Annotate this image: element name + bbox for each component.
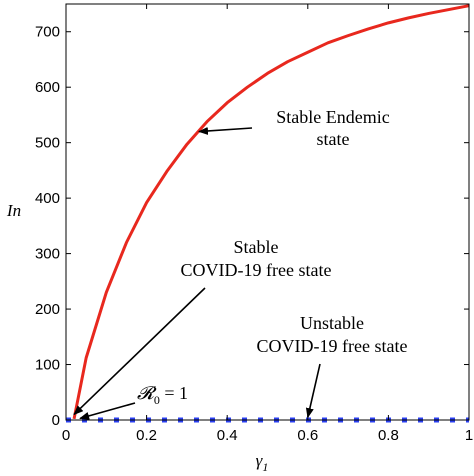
annotation-endemic-line-0: Stable Endemic [276, 107, 389, 127]
x-axis-label: γ1 [256, 451, 269, 474]
annotation-arrow-endemic [197, 126, 253, 135]
x-tick-label: 0.8 [378, 427, 399, 444]
annotation-r0: 𝓡0 = 1 [137, 383, 188, 407]
annotation-arrow-unstable-free [305, 363, 321, 419]
y-axis-label: In [6, 201, 21, 220]
y-tick-label: 100 [35, 357, 60, 374]
annotation-unstable-free-line-0: Unstable [300, 313, 364, 333]
x-tick-label: 0.2 [136, 427, 157, 444]
annotation-arrow-stable-free [73, 287, 206, 416]
y-tick-label: 300 [35, 246, 60, 263]
annotation-r0-sub: 0 [154, 393, 160, 407]
x-tick-label: 1 [465, 427, 473, 444]
y-tick-label: 400 [35, 190, 60, 207]
x-tick-label: 0.4 [217, 427, 238, 444]
annotation-unstable-free-line-1: COVID-19 free state [257, 336, 408, 356]
annotation-stable-free-line-1: COVID-19 free state [181, 260, 332, 280]
y-tick-label: 500 [35, 135, 60, 152]
annotation-arrow-r0 [79, 402, 136, 420]
annotation-r0-symbol: 𝓡 [137, 383, 157, 403]
x-axis-label-sub: 1 [262, 460, 268, 474]
series-line-0 [72, 4, 470, 420]
plot-frame [65, 3, 470, 421]
annotation-endemic-line-1: state [317, 129, 350, 149]
x-tick-label: 0 [62, 427, 70, 444]
x-tick-label: 0.6 [297, 427, 318, 444]
y-tick-label: 700 [35, 24, 60, 41]
annotation-stable-free-line-0: Stable [234, 237, 279, 257]
annotation-r0-rest: = 1 [160, 383, 188, 403]
x-axis-label-main: γ [256, 451, 264, 470]
y-tick-label: 600 [35, 79, 60, 96]
y-tick-label: 0 [52, 412, 60, 429]
y-tick-label: 200 [35, 301, 60, 318]
